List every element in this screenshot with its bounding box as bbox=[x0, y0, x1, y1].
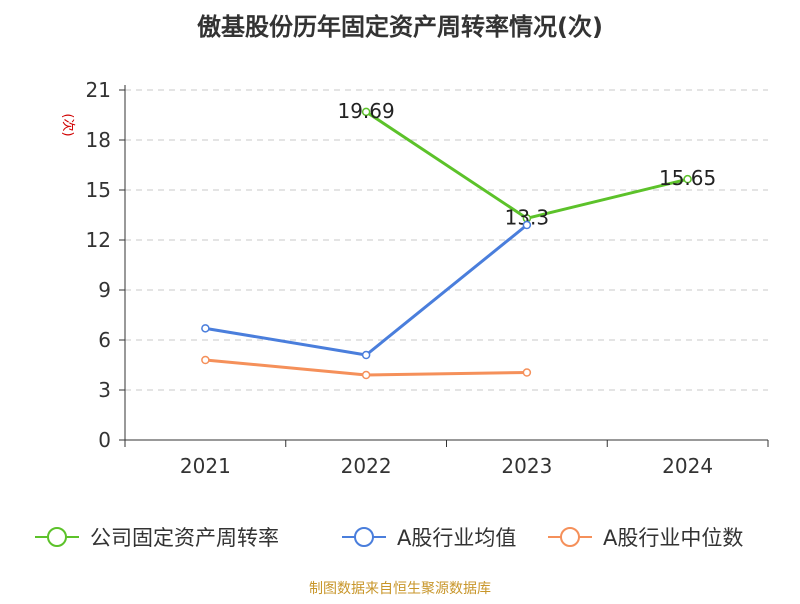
data-point bbox=[361, 370, 371, 380]
y-tick-label: 15 bbox=[86, 178, 111, 202]
legend[interactable]: 公司固定资产周转率 A股行业均值 A股行业中位数 bbox=[35, 526, 743, 550]
axes: 0 3 6 9 12 15 18 21 2021 2022 2023 2024 bbox=[86, 78, 769, 478]
data-point bbox=[361, 350, 371, 360]
source-note: 制图数据来自恒生聚源数据库 bbox=[309, 581, 491, 597]
legend-label: A股行业均值 bbox=[397, 526, 516, 550]
series-line bbox=[365, 110, 688, 220]
data-point bbox=[201, 324, 210, 333]
y-tick-label: 12 bbox=[86, 228, 111, 252]
y-tick-label: 3 bbox=[98, 378, 111, 402]
data-point bbox=[522, 368, 532, 377]
data-point bbox=[522, 220, 532, 230]
x-tick-label: 2024 bbox=[662, 454, 713, 478]
legend-marker bbox=[560, 527, 580, 547]
data-point bbox=[201, 355, 210, 365]
legend-marker bbox=[354, 527, 374, 547]
y-tick-label: 18 bbox=[86, 128, 111, 152]
legend-marker bbox=[47, 527, 67, 547]
data-label: 19.69 bbox=[337, 99, 394, 123]
y-tick-label: 6 bbox=[98, 328, 111, 352]
data-point bbox=[683, 174, 692, 184]
y-tick-label: 21 bbox=[86, 78, 111, 102]
series-1 bbox=[201, 220, 532, 360]
y-axis-label: (次) bbox=[60, 113, 76, 136]
legend-label: 公司固定资产周转率 bbox=[90, 526, 279, 550]
data-label: 15.65 bbox=[659, 166, 716, 190]
legend-item-1[interactable]: A股行业均值 bbox=[342, 526, 516, 550]
series-2 bbox=[201, 355, 532, 380]
legend-item-2[interactable]: A股行业中位数 bbox=[548, 526, 743, 550]
x-tick-label: 2021 bbox=[180, 454, 231, 478]
y-tick-label: 9 bbox=[98, 278, 111, 302]
chart-title: 傲基股份历年固定资产周转率情况(次) bbox=[197, 13, 603, 41]
grid-lines bbox=[125, 89, 768, 391]
legend-item-0[interactable]: 公司固定资产周转率 bbox=[35, 526, 279, 550]
x-tick-label: 2023 bbox=[501, 454, 552, 478]
x-tick-label: 2022 bbox=[341, 454, 392, 478]
y-tick-label: 0 bbox=[98, 428, 111, 452]
data-point bbox=[361, 107, 371, 117]
legend-label: A股行业中位数 bbox=[603, 526, 743, 550]
